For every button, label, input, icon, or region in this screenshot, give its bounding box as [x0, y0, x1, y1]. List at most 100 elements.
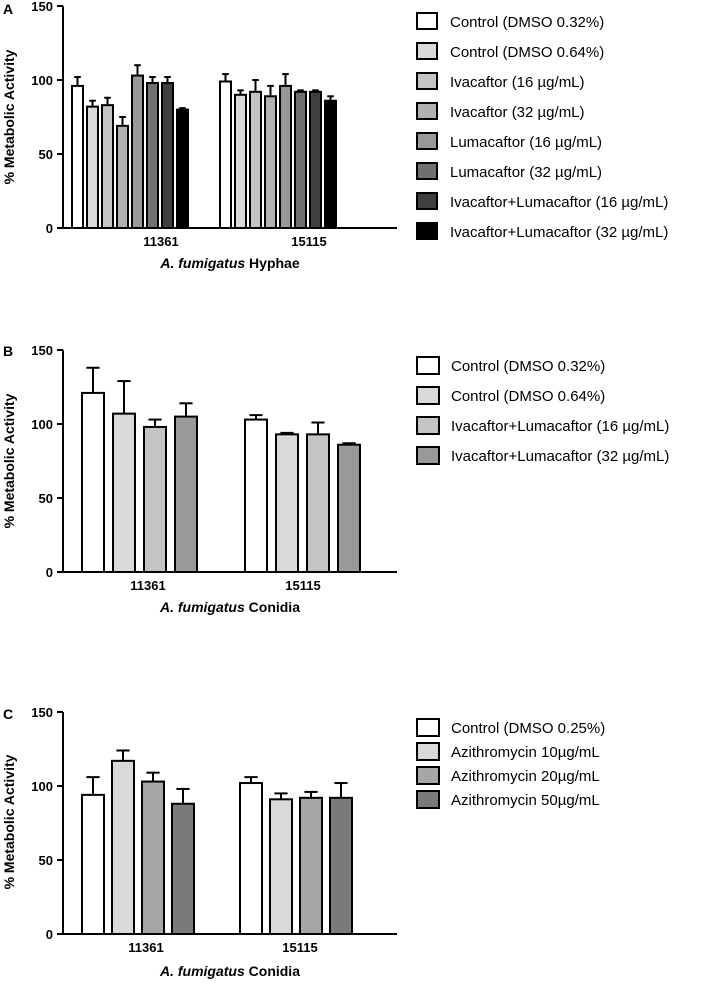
y-tick-label: 50 — [39, 853, 53, 868]
bar-11361-series-8 — [176, 108, 189, 229]
bar-11361-series-1 — [71, 84, 84, 229]
y-tick-label: 100 — [31, 73, 53, 88]
panel-a-bars — [71, 64, 337, 230]
legend-c-swatch-3 — [416, 766, 440, 785]
error-bar — [334, 782, 348, 798]
error-bar — [117, 380, 131, 414]
legend-a-label-3: Ivacaftor (16 µg/mL) — [450, 74, 585, 91]
legend-a-label-5: Lumacaftor (16 µg/mL) — [450, 134, 602, 151]
panel-b-category-15115: 15115 — [285, 578, 320, 593]
legend-a-swatch-6 — [416, 162, 438, 180]
bar-11361-series-2 — [86, 105, 99, 229]
y-tick-label: 100 — [31, 779, 53, 794]
y-tick-label: 150 — [31, 343, 53, 358]
panel-a-legend: Control (DMSO 0.32%) Control (DMSO 0.64%… — [416, 12, 668, 241]
bar-15115-series-4 — [337, 443, 361, 573]
legend-c-label-3: Azithromycin 20µg/mL — [451, 768, 600, 785]
panel-b-category-11361: 11361 — [130, 578, 165, 593]
bar-15115-series-2 — [234, 93, 247, 229]
panel-a-label: A — [3, 1, 13, 17]
y-tick-label: 150 — [31, 705, 53, 720]
legend-b-label-4: Ivacaftor+Lumacaftor (32 µg/mL) — [451, 448, 669, 465]
legend-a-label-8: Ivacaftor+Lumacaftor (32 µg/mL) — [450, 224, 668, 241]
bar-15115-series-7 — [309, 90, 322, 229]
bar-15115-series-4 — [264, 95, 277, 229]
bar-15115-series-3 — [249, 90, 262, 229]
error-bar — [176, 787, 190, 804]
legend-a-swatch-2 — [416, 42, 438, 60]
legend-a-swatch-7 — [416, 192, 438, 210]
bar-15115-series-3 — [306, 433, 330, 573]
legend-a-label-6: Lumacaftor (32 µg/mL) — [450, 164, 602, 181]
error-bar — [119, 116, 126, 126]
panel-b-x-axis-label: A. fumigatus Conidia — [159, 599, 300, 615]
bar-11361-series-6 — [146, 81, 159, 229]
bar-11361-series-5 — [131, 74, 144, 229]
bar-15115-series-3 — [299, 796, 323, 936]
error-bar — [179, 402, 193, 417]
bar-11361-series-2 — [112, 412, 136, 574]
legend-b-label-1: Control (DMSO 0.32%) — [451, 358, 605, 375]
panel-c: C % Metabolic Activity 0 50 100 150 11361 1… — [1, 705, 605, 979]
y-tick-label: 0 — [46, 221, 53, 236]
legend-b-swatch-1 — [416, 356, 440, 375]
legend-a-label-1: Control (DMSO 0.32%) — [450, 14, 604, 31]
bar-15115-series-5 — [279, 84, 292, 229]
error-bar — [222, 73, 229, 82]
legend-a-label-4: Ivacaftor (32 µg/mL) — [450, 104, 585, 121]
bar-15115-series-6 — [294, 90, 307, 229]
y-tick-label: 150 — [31, 0, 53, 14]
error-bar — [267, 84, 274, 97]
error-bar — [86, 366, 100, 393]
panel-c-category-15115: 15115 — [282, 940, 317, 955]
bar-11361-series-4 — [116, 124, 129, 229]
legend-a-label-7: Ivacaftor+Lumacaftor (16 µg/mL) — [450, 194, 668, 211]
panel-b: B % Metabolic Activity 0 50 100 150 11361 1… — [1, 343, 669, 615]
legend-a-swatch-1 — [416, 12, 438, 30]
panel-b-legend: Control (DMSO 0.32%) Control (DMSO 0.64%… — [416, 356, 669, 465]
legend-c-label-2: Azithromycin 10µg/mL — [451, 744, 600, 761]
panel-c-axes — [62, 712, 397, 935]
bar-15115-series-8 — [324, 99, 337, 229]
bar-11361-series-2 — [111, 759, 135, 936]
y-tick-label: 0 — [46, 927, 53, 942]
error-bar — [86, 776, 100, 795]
panel-b-axes — [62, 350, 397, 573]
error-bar — [74, 76, 81, 86]
panel-c-y-ticks: 0 50 100 150 — [31, 705, 63, 942]
bar-15115-series-4 — [329, 796, 353, 936]
legend-b-label-3: Ivacaftor+Lumacaftor (16 µg/mL) — [451, 418, 669, 435]
legend-b-swatch-3 — [416, 416, 440, 435]
legend-a-swatch-3 — [416, 72, 438, 90]
legend-c-label-1: Control (DMSO 0.25%) — [451, 720, 605, 737]
error-bar — [311, 421, 325, 435]
error-bar — [146, 771, 160, 782]
bar-11361-series-3 — [101, 104, 114, 229]
error-bar — [148, 418, 162, 427]
error-bar — [116, 749, 130, 761]
bar-15115-series-2 — [269, 798, 293, 935]
panel-c-label: C — [3, 706, 13, 722]
legend-b-swatch-4 — [416, 446, 440, 465]
panel-b-y-ticks: 0 50 100 150 — [31, 343, 63, 580]
y-tick-label: 50 — [39, 491, 53, 506]
y-tick-label: 0 — [46, 565, 53, 580]
legend-c-label-4: Azithromycin 50µg/mL — [451, 792, 600, 809]
panel-b-y-axis-label: % Metabolic Activity — [1, 393, 17, 528]
legend-b-label-2: Control (DMSO 0.64%) — [451, 388, 605, 405]
panel-a-y-ticks: 0 50 100 150 — [31, 0, 63, 236]
panel-c-legend: Control (DMSO 0.25%) Azithromycin 10µg/m… — [416, 718, 605, 809]
bar-11361-series-3 — [143, 425, 167, 573]
panel-a-category-11361: 11361 — [143, 234, 178, 249]
panel-b-label: B — [3, 343, 13, 359]
legend-c-swatch-2 — [416, 742, 440, 761]
panel-b-bars — [81, 366, 361, 574]
bar-11361-series-3 — [141, 780, 165, 935]
legend-c-swatch-4 — [416, 790, 440, 809]
legend-a-swatch-4 — [416, 102, 438, 120]
error-bar — [104, 96, 111, 106]
panel-a-y-axis-label: % Metabolic Activity — [1, 49, 17, 184]
panel-c-y-axis-label: % Metabolic Activity — [1, 754, 17, 889]
bar-15115-series-1 — [219, 80, 232, 230]
